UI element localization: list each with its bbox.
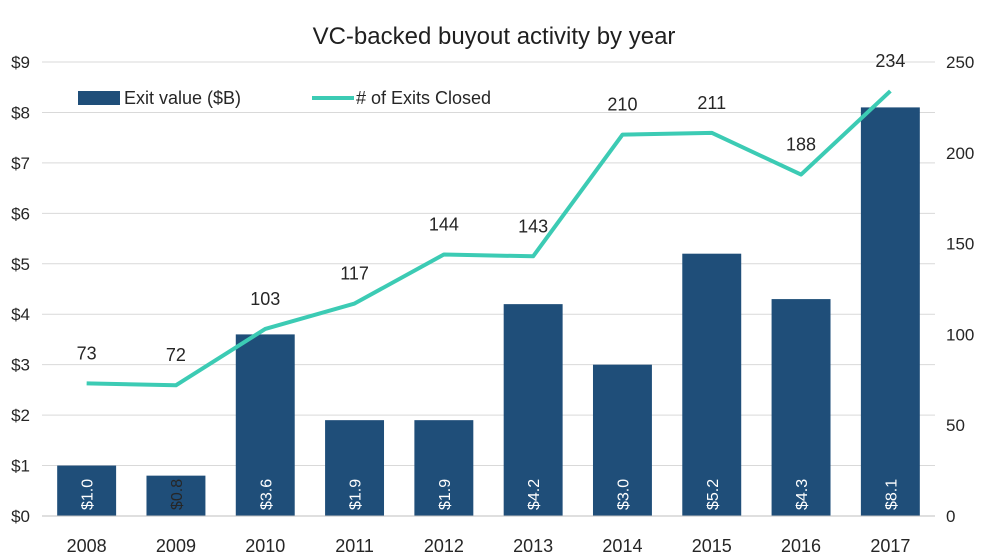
left-axis-tick-label: $7 <box>11 154 30 173</box>
data-labels: $1.0 $0.8 $3.6 $1.9 $1.9 $4.2 $3.0 $5.2 $4.3 $8.1… <box>77 51 906 510</box>
left-axis-tick-label: $6 <box>11 204 30 223</box>
line-value-label: 72 <box>166 345 186 365</box>
line-value-label: 103 <box>250 289 280 309</box>
legend-swatch-bars <box>78 91 120 105</box>
bar-value-label: $4.3 <box>794 479 811 510</box>
line-value-label: 234 <box>875 51 905 71</box>
bar-2014 <box>592 364 652 516</box>
left-axis-tick-label: $8 <box>11 103 30 122</box>
line-value-label: 210 <box>607 95 637 115</box>
chart-title: VC-backed buyout activity by year <box>313 23 676 50</box>
line-value-label: 144 <box>429 214 459 234</box>
bar-2011 <box>325 420 385 516</box>
legend-label-line: # of Exits Closed <box>356 88 491 108</box>
bar-value-label: $0.8 <box>169 479 186 510</box>
x-axis-tick-label: 2014 <box>602 536 642 556</box>
bar-2013 <box>503 304 563 516</box>
legend: Exit value ($B) # of Exits Closed <box>78 88 491 108</box>
left-axis-tick-label: $4 <box>11 305 30 324</box>
bar-2010 <box>235 334 295 516</box>
x-axis-tick-label: 2015 <box>692 536 732 556</box>
right-axis-tick-label: 100 <box>946 325 974 344</box>
x-axis-tick-label: 2009 <box>156 536 196 556</box>
right-axis-tick-label: 150 <box>946 235 974 254</box>
x-axis-tick-label: 2013 <box>513 536 553 556</box>
bar-2015 <box>682 253 742 516</box>
bar-series <box>57 107 920 517</box>
gridlines <box>42 61 935 467</box>
bar-value-label: $1.9 <box>348 479 365 510</box>
line-value-label: 143 <box>518 216 548 236</box>
line-series <box>86 89 892 388</box>
bar-2008 <box>57 465 117 516</box>
line-value-label: 211 <box>697 93 726 113</box>
x-axis-tick-label: 2010 <box>245 536 285 556</box>
bar-2016 <box>771 299 831 516</box>
x-axis-tick-label: 2017 <box>870 536 910 556</box>
exits-line <box>86 89 892 388</box>
x-axis-tick-label: 2016 <box>781 536 821 556</box>
bar-value-label: $1.9 <box>437 479 454 510</box>
right-axis-tick-label: 250 <box>946 53 974 72</box>
bar-value-label: $4.2 <box>526 479 543 510</box>
legend-label-bars: Exit value ($B) <box>124 88 241 108</box>
axes: $0 $1 $2 $3 $4 $5 $6 $7 $8 $9 0 50 100 150 200 250 2008 2… <box>11 53 974 556</box>
left-axis-tick-label: $5 <box>11 255 30 274</box>
right-axis-tick-label: 50 <box>946 416 965 435</box>
bar-value-label: $5.2 <box>705 479 722 510</box>
bar-value-label: $3.6 <box>258 479 275 510</box>
line-value-label: 188 <box>786 135 816 155</box>
x-axis-tick-label: 2012 <box>424 536 464 556</box>
left-axis-tick-label: $1 <box>11 457 30 476</box>
left-axis-tick-label: $3 <box>11 356 30 375</box>
left-axis-tick-label: $9 <box>11 53 30 72</box>
bar-2017 <box>860 107 920 517</box>
right-axis-tick-label: 0 <box>946 507 955 526</box>
left-axis-tick-label: $2 <box>11 406 30 425</box>
bar-2009 <box>146 475 206 516</box>
line-value-label: 117 <box>340 264 369 284</box>
x-axis-tick-label: 2011 <box>335 536 374 556</box>
x-axis-tick-label: 2008 <box>67 536 107 556</box>
bar-value-label: $3.0 <box>615 479 632 510</box>
bar-value-label: $8.1 <box>883 479 900 510</box>
left-axis-tick-label: $0 <box>11 507 30 526</box>
bar-value-label: $1.0 <box>80 479 97 510</box>
right-axis-tick-label: 200 <box>946 144 974 163</box>
bar-2012 <box>414 420 474 516</box>
line-value-label: 73 <box>77 343 97 363</box>
